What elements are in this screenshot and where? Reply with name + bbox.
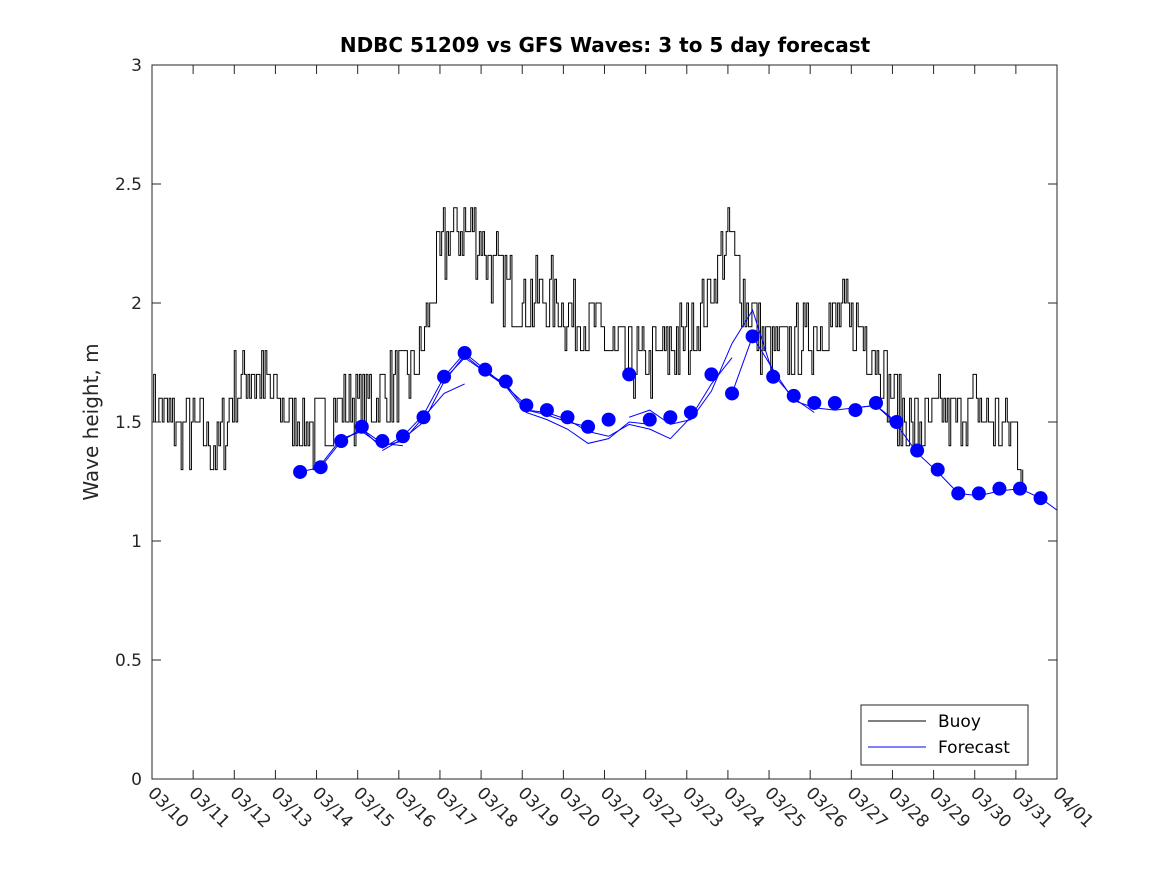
forecast-point <box>498 374 513 389</box>
forecast-line-4 <box>443 357 650 444</box>
forecast-point <box>395 429 410 444</box>
y-tick-label: 2.5 <box>115 175 142 195</box>
forecast-point <box>971 486 986 501</box>
forecast-point <box>848 403 863 418</box>
forecast-point <box>601 412 616 427</box>
y-tick-label: 0.5 <box>115 651 142 671</box>
forecast-point <box>807 395 822 410</box>
forecast-point <box>437 369 452 384</box>
forecast-point <box>704 367 719 382</box>
forecast-point <box>539 403 554 418</box>
forecast-point <box>827 395 842 410</box>
legend-label-forecast: Forecast <box>938 738 1010 758</box>
forecast-point <box>663 410 678 425</box>
forecast-line-6 <box>629 308 815 425</box>
forecast-point <box>951 486 966 501</box>
forecast-point <box>869 395 883 410</box>
forecast-point <box>519 398 534 413</box>
y-tick-label: 3 <box>131 56 142 76</box>
y-tick-label: 2 <box>131 294 142 314</box>
forecast-point <box>334 434 349 449</box>
forecast-point <box>1033 491 1048 506</box>
chart-title: NDBC 51209 vs GFS Waves: 3 to 5 day fore… <box>340 33 871 57</box>
plot-area <box>151 207 1058 511</box>
forecast-point <box>683 405 698 420</box>
buoy-series-line <box>151 207 1024 494</box>
forecast-point <box>725 386 740 401</box>
forecast-point <box>766 369 781 384</box>
forecast-point <box>354 419 369 434</box>
legend: Buoy Forecast <box>860 704 1029 766</box>
forecast-point <box>745 329 760 344</box>
forecast-point <box>930 462 945 477</box>
forecast-point <box>786 388 801 403</box>
forecast-point <box>622 367 637 382</box>
forecast-point <box>1012 481 1027 496</box>
legend-label-buoy: Buoy <box>938 712 981 732</box>
forecast-point <box>581 419 596 434</box>
forecast-point <box>560 410 575 425</box>
forecast-point <box>910 443 925 458</box>
forecast-point <box>416 410 431 425</box>
forecast-point <box>992 481 1007 496</box>
forecast-point <box>889 415 904 429</box>
forecast-point <box>313 460 328 475</box>
y-axis-label: Wave height, m <box>79 343 103 500</box>
forecast-point <box>293 464 308 479</box>
y-tick-label: 0 <box>131 770 142 790</box>
forecast-point <box>457 345 472 360</box>
y-tick-label: 1.5 <box>115 413 142 433</box>
forecast-point <box>642 412 657 427</box>
forecast-point <box>478 362 493 377</box>
forecast-point <box>375 434 390 449</box>
y-tick-label: 1 <box>131 532 142 552</box>
legend-box <box>860 704 1029 766</box>
